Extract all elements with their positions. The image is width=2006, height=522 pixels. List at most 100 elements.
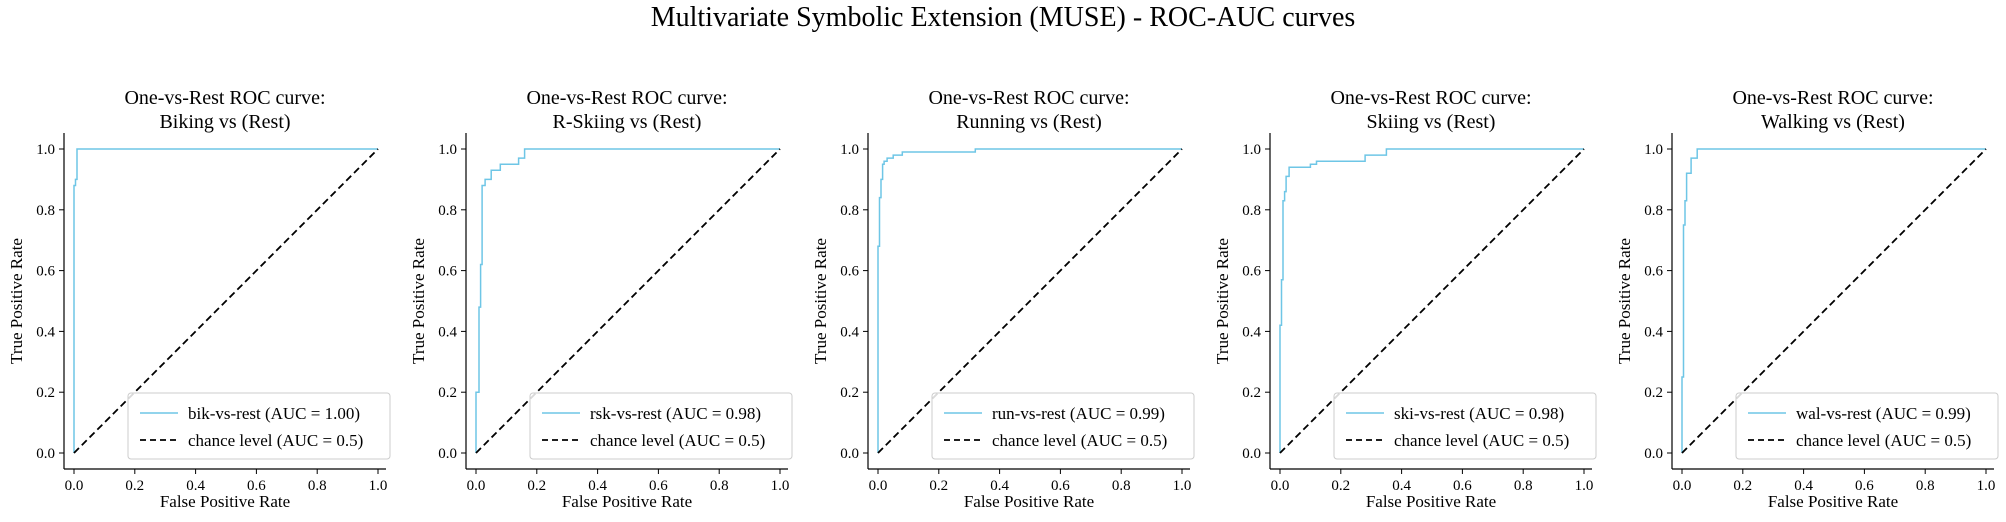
legend-box bbox=[1735, 392, 1999, 460]
x-tick-label: 1.0 bbox=[771, 478, 790, 494]
y-tick-label: 0.6 bbox=[1644, 264, 1663, 280]
x-tick-label: 0.0 bbox=[1271, 478, 1290, 494]
legend-label: chance level (AUC = 0.5) bbox=[188, 431, 363, 450]
chance-level-line bbox=[877, 148, 1183, 454]
x-tick-label: 0.0 bbox=[869, 478, 888, 494]
x-tick-label: 0.2 bbox=[1733, 478, 1752, 494]
x-tick-label: 0.0 bbox=[467, 478, 486, 494]
x-tick-label: 0.8 bbox=[1916, 478, 1935, 494]
chance-level-line bbox=[1681, 148, 1987, 454]
x-tick-label: 0.6 bbox=[1453, 478, 1472, 494]
roc-curve-line bbox=[73, 148, 378, 453]
y-axis-label: True Positive Rate bbox=[7, 238, 26, 364]
x-tick-label: 0.0 bbox=[65, 478, 84, 494]
y-tick-label: 0.8 bbox=[1242, 203, 1261, 219]
y-axis-label: True Positive Rate bbox=[811, 238, 830, 364]
y-tick-label: 0.2 bbox=[1242, 385, 1261, 401]
panel-title-line: One-vs-Rest ROC curve: bbox=[526, 87, 727, 109]
panel-title-line: One-vs-Rest ROC curve: bbox=[1330, 87, 1531, 109]
legend-label: bik-vs-rest (AUC = 1.00) bbox=[188, 404, 360, 423]
x-axis-label: False Positive Rate bbox=[160, 492, 290, 511]
y-tick-label: 0.2 bbox=[840, 385, 859, 401]
x-tick-label: 0.4 bbox=[588, 478, 607, 494]
y-tick-label: 0.6 bbox=[1242, 264, 1261, 280]
x-tick-label: 1.0 bbox=[1977, 478, 1996, 494]
y-tick-label: 0.0 bbox=[1242, 446, 1261, 462]
panel-title-line: Biking vs (Rest) bbox=[159, 111, 290, 133]
y-tick-label: 0.0 bbox=[1644, 446, 1663, 462]
y-tick-label: 0.4 bbox=[1644, 324, 1663, 340]
legend-label: chance level (AUC = 0.5) bbox=[992, 431, 1167, 450]
y-tick-label: 0.4 bbox=[1242, 324, 1261, 340]
y-tick-label: 0.2 bbox=[438, 385, 457, 401]
y-tick-label: 0.2 bbox=[1644, 385, 1663, 401]
panel-title-line: One-vs-Rest ROC curve: bbox=[1732, 87, 1933, 109]
x-tick-label: 0.2 bbox=[1331, 478, 1350, 494]
y-tick-label: 0.8 bbox=[1644, 203, 1663, 219]
chance-level-line bbox=[475, 148, 781, 454]
y-tick-label: 0.4 bbox=[840, 324, 859, 340]
x-axis-label: False Positive Rate bbox=[964, 492, 1094, 511]
x-tick-label: 0.8 bbox=[710, 478, 729, 494]
chance-level-line bbox=[73, 148, 379, 454]
legend-label: ski-vs-rest (AUC = 0.98) bbox=[1394, 404, 1564, 423]
y-tick-label: 0.0 bbox=[36, 446, 55, 462]
panel-title-line: Running vs (Rest) bbox=[956, 111, 1102, 133]
legend-box bbox=[127, 392, 391, 460]
y-tick-label: 1.0 bbox=[438, 142, 457, 158]
x-tick-label: 1.0 bbox=[1575, 478, 1594, 494]
roc-curve-line bbox=[877, 148, 1182, 453]
x-tick-label: 0.4 bbox=[1794, 478, 1813, 494]
roc-curve-line bbox=[475, 148, 780, 453]
y-tick-label: 0.2 bbox=[36, 385, 55, 401]
panel-title-line: Walking vs (Rest) bbox=[1761, 111, 1905, 133]
x-tick-label: 0.4 bbox=[186, 478, 205, 494]
panel-title-line: R-Skiing vs (Rest) bbox=[553, 111, 702, 133]
x-tick-label: 0.2 bbox=[125, 478, 144, 494]
legend-label: chance level (AUC = 0.5) bbox=[590, 431, 765, 450]
roc-curve-line bbox=[1681, 148, 1986, 453]
x-axis-label: False Positive Rate bbox=[1768, 492, 1898, 511]
legend-label: rsk-vs-rest (AUC = 0.98) bbox=[590, 404, 761, 423]
y-tick-label: 0.4 bbox=[36, 324, 55, 340]
panel-title-line: Skiing vs (Rest) bbox=[1367, 111, 1496, 133]
y-axis-label: True Positive Rate bbox=[409, 238, 428, 364]
chance-level-line bbox=[1279, 148, 1585, 454]
y-tick-label: 0.8 bbox=[840, 203, 859, 219]
x-tick-label: 1.0 bbox=[1173, 478, 1192, 494]
x-tick-label: 0.6 bbox=[1855, 478, 1874, 494]
x-tick-label: 0.6 bbox=[1051, 478, 1070, 494]
x-tick-label: 0.6 bbox=[649, 478, 668, 494]
figure-title: Multivariate Symbolic Extension (MUSE) -… bbox=[650, 2, 1356, 33]
x-tick-label: 1.0 bbox=[369, 478, 388, 494]
x-tick-label: 0.2 bbox=[527, 478, 546, 494]
x-tick-label: 0.0 bbox=[1673, 478, 1692, 494]
y-axis-label: True Positive Rate bbox=[1615, 238, 1634, 364]
y-tick-label: 0.6 bbox=[36, 264, 55, 280]
roc-curve-line bbox=[1279, 148, 1584, 453]
y-tick-label: 1.0 bbox=[1242, 142, 1261, 158]
y-tick-label: 0.0 bbox=[840, 446, 859, 462]
y-tick-label: 0.0 bbox=[438, 446, 457, 462]
panel-title-line: One-vs-Rest ROC curve: bbox=[124, 87, 325, 109]
legend-label: chance level (AUC = 0.5) bbox=[1796, 431, 1971, 450]
y-tick-label: 1.0 bbox=[36, 142, 55, 158]
x-tick-label: 0.2 bbox=[929, 478, 948, 494]
x-tick-label: 0.8 bbox=[1112, 478, 1131, 494]
y-tick-label: 0.8 bbox=[438, 203, 457, 219]
x-tick-label: 0.6 bbox=[247, 478, 266, 494]
y-tick-label: 0.4 bbox=[438, 324, 457, 340]
legend-label: wal-vs-rest (AUC = 0.99) bbox=[1796, 404, 1971, 423]
x-axis-label: False Positive Rate bbox=[562, 492, 692, 511]
legend-box bbox=[529, 392, 793, 460]
panel-title-line: One-vs-Rest ROC curve: bbox=[928, 87, 1129, 109]
y-tick-label: 0.6 bbox=[840, 264, 859, 280]
legend-label: chance level (AUC = 0.5) bbox=[1394, 431, 1569, 450]
x-axis-label: False Positive Rate bbox=[1366, 492, 1496, 511]
x-tick-label: 0.4 bbox=[990, 478, 1009, 494]
x-tick-label: 0.4 bbox=[1392, 478, 1411, 494]
legend-box bbox=[931, 392, 1195, 460]
legend-box bbox=[1333, 392, 1597, 460]
x-tick-label: 0.8 bbox=[1514, 478, 1533, 494]
